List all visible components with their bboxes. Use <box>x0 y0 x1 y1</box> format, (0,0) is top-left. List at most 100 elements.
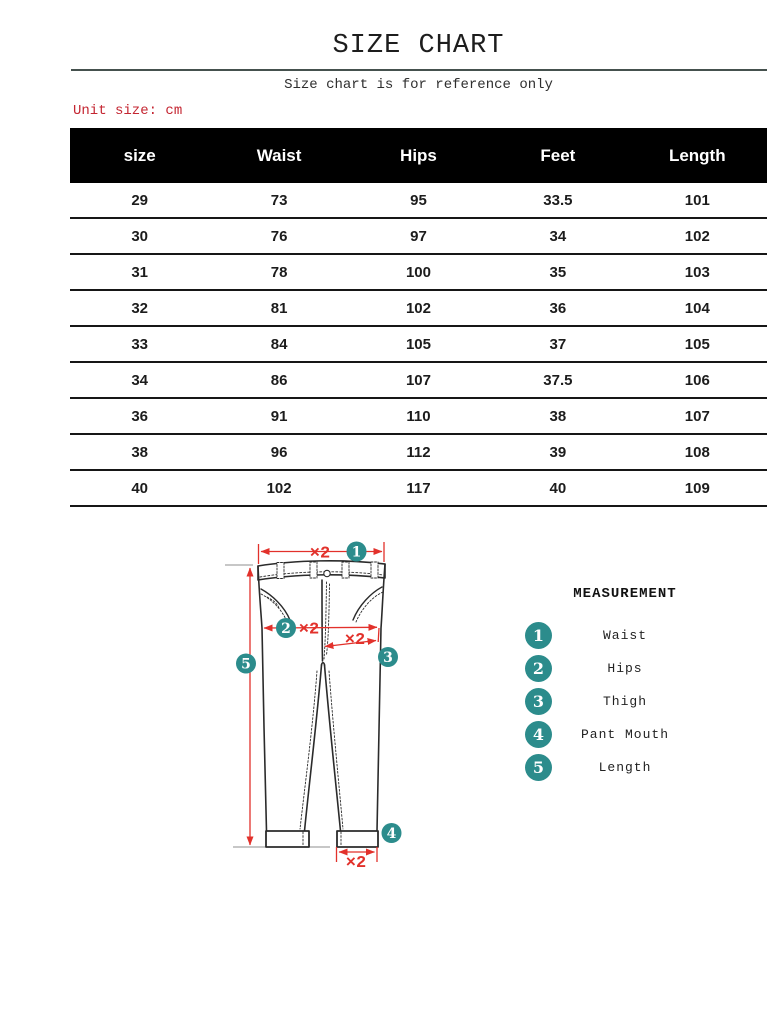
legend-badge-2-icon: 2 <box>525 655 552 682</box>
table-header-row: size Waist Hips Feet Length <box>70 128 767 183</box>
table-cell: 102 <box>209 470 349 507</box>
table-cell: 30 <box>70 218 210 255</box>
table-cell: 96 <box>209 434 349 471</box>
table-cell: 32 <box>70 290 210 327</box>
table-cell: 107 <box>627 398 767 435</box>
column-header-length: Length <box>627 128 767 183</box>
table-cell: 112 <box>348 434 489 471</box>
table-cell: 84 <box>209 326 349 363</box>
legend-badge-5-icon: 5 <box>525 754 552 781</box>
column-header-feet: Feet <box>488 128 628 183</box>
diagram-markers: 1 2 3 4 5 <box>236 541 402 843</box>
legend-title: MEASUREMENT <box>573 586 677 602</box>
table-cell: 37.5 <box>488 362 628 399</box>
table-cell: 109 <box>627 470 767 507</box>
legend-label: Pant Mouth <box>580 727 669 742</box>
legend-label: Hips <box>607 661 643 676</box>
table-cell: 38 <box>70 434 210 471</box>
table-cell: 97 <box>348 218 489 255</box>
subtitle: Size chart is for reference only <box>284 77 553 93</box>
svg-text:2: 2 <box>281 621 291 637</box>
marker-5-icon: 5 <box>236 653 256 674</box>
table-cell: 103 <box>627 254 767 291</box>
table-cell: 105 <box>348 326 489 363</box>
legend-item-pant-mouth: 4 Pant Mouth <box>512 718 738 751</box>
waist-times-label: ×2 <box>310 545 330 564</box>
table-cell: 102 <box>348 290 489 327</box>
column-header-size: size <box>70 128 210 183</box>
legend-badge-3-icon: 3 <box>525 688 552 715</box>
legend-item-hips: 2 Hips <box>512 652 738 685</box>
svg-text:1: 1 <box>352 545 362 561</box>
table-cell: 108 <box>627 434 767 471</box>
button-icon <box>323 569 331 578</box>
table-cell: 39 <box>488 434 628 471</box>
table-row: 32 81 102 36 104 <box>70 290 767 327</box>
table-cell: 86 <box>209 362 349 399</box>
svg-text:3: 3 <box>383 650 393 666</box>
table-cell: 34 <box>488 218 628 255</box>
table-cell: 81 <box>209 290 349 327</box>
table-cell: 36 <box>70 398 210 435</box>
table-cell: 104 <box>627 290 767 327</box>
column-header-waist: Waist <box>209 128 349 183</box>
pants-measurement-diagram: ×2 ×2 ×2 ×2 1 2 3 4 <box>225 541 402 874</box>
measurement-legend: MEASUREMENT 1 Waist 2 Hips 3 Thigh 4 Pan… <box>512 586 738 784</box>
marker-2-icon: 2 <box>276 618 296 638</box>
table-cell: 40 <box>70 470 210 507</box>
table-cell: 33 <box>70 326 210 363</box>
table-row: 31 78 100 35 103 <box>70 254 767 291</box>
table-row: 33 84 105 37 105 <box>70 326 767 363</box>
thigh-arrow <box>324 638 377 649</box>
pants-outline <box>257 560 386 848</box>
table-cell: 117 <box>348 470 489 507</box>
svg-text:5: 5 <box>241 657 251 673</box>
legend-item-thigh: 3 Thigh <box>512 685 738 718</box>
marker-3-icon: 3 <box>378 647 398 667</box>
legend-badge-4-icon: 4 <box>525 721 552 748</box>
table-cell: 36 <box>488 290 628 327</box>
page-title: SIZE CHART <box>332 31 505 61</box>
table-cell: 95 <box>348 183 489 219</box>
table-cell: 102 <box>627 218 767 255</box>
mouth-times-label: ×2 <box>346 854 366 873</box>
measurement-arrows <box>246 542 385 862</box>
table-cell: 40 <box>488 470 628 507</box>
table-cell: 107 <box>348 362 489 399</box>
unit-note: Unit size: cm <box>73 103 183 119</box>
thigh-connector <box>377 627 380 643</box>
table-cell: 76 <box>209 218 349 255</box>
marker-4-icon: 4 <box>381 823 402 843</box>
table-row: 36 91 110 38 107 <box>70 398 767 435</box>
table-row: 30 76 97 34 102 <box>70 218 767 255</box>
table-cell: 91 <box>209 398 349 435</box>
table-cell: 35 <box>488 254 628 291</box>
table-row: 40 102 117 40 109 <box>70 470 767 507</box>
thigh-times-label: ×2 <box>345 631 365 650</box>
table-row: 34 86 107 37.5 106 <box>70 362 767 399</box>
table-cell: 37 <box>488 326 628 363</box>
table-cell: 78 <box>209 254 349 291</box>
legend-label: Thigh <box>602 694 647 709</box>
svg-text:4: 4 <box>387 826 397 842</box>
title-divider <box>71 69 767 71</box>
table-cell: 31 <box>70 254 210 291</box>
table-cell: 73 <box>209 183 349 219</box>
size-table: size Waist Hips Feet Length 29 73 95 33.… <box>70 128 767 507</box>
legend-item-length: 5 Length <box>512 751 738 784</box>
table-row: 38 96 112 39 108 <box>70 434 767 471</box>
table-cell: 34 <box>70 362 210 399</box>
table-cell: 33.5 <box>488 183 628 219</box>
times-labels: ×2 ×2 ×2 ×2 <box>299 545 366 874</box>
table-cell: 106 <box>627 362 767 399</box>
hips-times-label: ×2 <box>299 621 319 640</box>
legend-label: Length <box>598 760 652 775</box>
table-cell: 110 <box>348 398 489 435</box>
column-header-hips: Hips <box>348 128 489 183</box>
table-row: 29 73 95 33.5 101 <box>70 183 767 219</box>
marker-1-icon: 1 <box>346 541 367 562</box>
legend-label: Waist <box>602 628 647 643</box>
legend-item-waist: 1 Waist <box>512 619 738 652</box>
table-cell: 100 <box>348 254 489 291</box>
